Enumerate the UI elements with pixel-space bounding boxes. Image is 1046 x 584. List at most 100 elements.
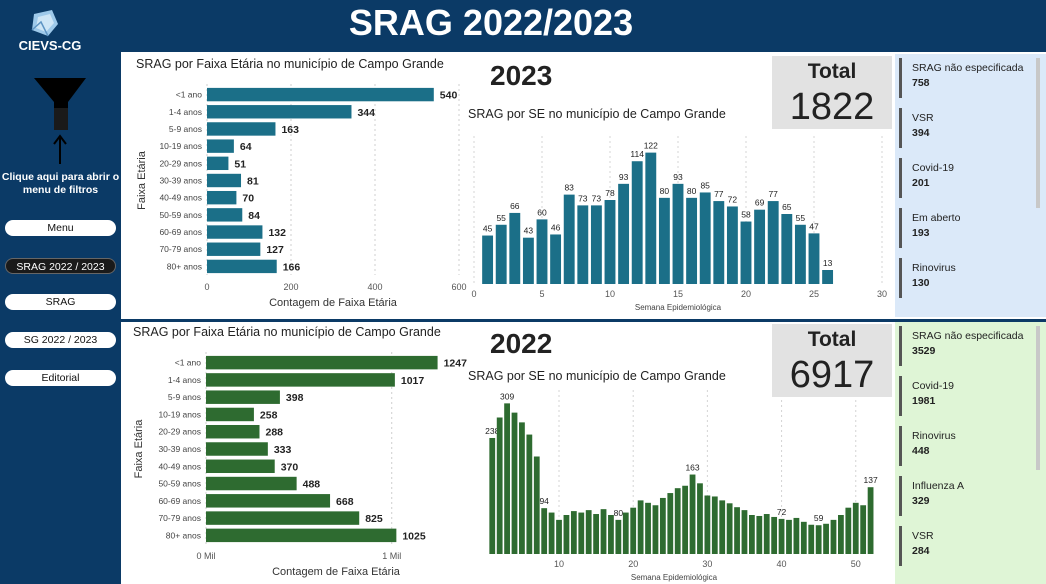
age-value-label: 163 <box>281 124 299 136</box>
se-value-label: 93 <box>673 172 683 182</box>
se-value-label: 72 <box>728 194 738 204</box>
x-axis-title: Semana Epidemiológica <box>635 303 722 312</box>
age-value-label: 84 <box>248 210 260 222</box>
age-category-label: 40-49 anos <box>158 461 201 471</box>
age-value-label: 166 <box>283 261 301 273</box>
se-bar <box>563 194 575 284</box>
se-bar <box>793 517 800 554</box>
x-tick-label: 15 <box>673 289 683 299</box>
x-tick-label: 10 <box>605 289 615 299</box>
age-chart-title-2022: SRAG por Faixa Etária no município de Ca… <box>133 325 441 339</box>
se-bar <box>830 519 837 554</box>
logo-text: CIEVS-CG <box>18 38 82 53</box>
age-category-label: 5-9 anos <box>169 124 202 134</box>
se-bar <box>658 197 670 284</box>
x-tick-label: 20 <box>628 559 638 569</box>
se-value-label: 93 <box>619 172 629 182</box>
se-bar <box>754 209 766 284</box>
type-name: Covid-19 <box>912 380 955 392</box>
se-bar <box>652 505 659 554</box>
year-label-2023: 2023 <box>490 60 553 91</box>
se-bar <box>533 456 540 554</box>
age-bar <box>207 259 277 274</box>
se-value-label: 85 <box>700 180 710 190</box>
se-bar <box>509 212 521 284</box>
age-bar <box>207 87 434 102</box>
type-value: 448 <box>912 445 930 457</box>
total-card-2023: Total 1822 <box>772 56 892 129</box>
age-bar <box>207 173 242 188</box>
se-bar <box>740 221 752 284</box>
type-item: VSR 284 <box>899 526 1035 566</box>
type-name: Em aberto <box>912 212 961 224</box>
se-bar <box>489 437 496 554</box>
se-bar <box>504 403 510 554</box>
nav-sg-2022-2023-button[interactable]: SG 2022 / 2023 <box>5 332 116 348</box>
type-value: 758 <box>912 77 930 89</box>
se-bar <box>767 201 779 284</box>
age-bar <box>206 373 395 387</box>
se-bar <box>522 237 534 284</box>
se-bar <box>800 521 807 554</box>
type-list-scrollbar[interactable] <box>1036 326 1040 470</box>
se-bar <box>526 434 533 554</box>
age-value-label: 70 <box>242 193 254 205</box>
se-value-label: 13 <box>823 258 833 268</box>
age-bar <box>207 225 263 239</box>
se-bar <box>622 512 629 554</box>
age-value-label: 132 <box>268 227 286 239</box>
se-bar <box>590 205 602 284</box>
se-bar <box>578 512 585 554</box>
nav-srag-button[interactable]: SRAG <box>5 294 116 310</box>
se-value-label: 46 <box>551 222 561 232</box>
se-value-label: 238 <box>485 426 499 436</box>
age-chart-2022: 0 Mil 1 Mil <1 ano 1247 1-4 anos 1017 5-9 anos… <box>133 352 468 578</box>
type-item: Covid-19 201 <box>899 158 1035 198</box>
se-bar <box>852 502 859 554</box>
se-value-label: 77 <box>768 189 778 199</box>
y-axis-title: Faixa Etária <box>136 150 148 210</box>
age-category-label: <1 ano <box>176 90 203 100</box>
filter-menu-hint[interactable]: Clique aqui para abrir o menu de filtros <box>1 171 120 196</box>
se-value-label: 55 <box>796 213 806 223</box>
age-value-label: 825 <box>365 513 383 525</box>
se-bar <box>822 270 834 284</box>
nav-srag-2022-2023-button[interactable]: SRAG 2022 / 2023 <box>5 258 116 274</box>
se-bar <box>577 205 589 284</box>
age-category-label: 30-39 anos <box>158 444 201 454</box>
se-bar <box>697 483 703 554</box>
se-bar <box>541 508 548 554</box>
se-bar <box>630 507 637 554</box>
filter-funnel-icon[interactable] <box>34 78 86 171</box>
total-value-2023: 1822 <box>789 86 875 128</box>
se-value-label: 80 <box>660 186 670 196</box>
age-value-label: 333 <box>274 444 292 456</box>
nav-editorial-button[interactable]: Editorial <box>5 370 116 386</box>
se-value-label: 55 <box>496 213 506 223</box>
nav-menu-button[interactable]: Menu <box>5 220 116 236</box>
se-bar <box>593 514 600 554</box>
se-bar <box>786 519 792 554</box>
se-value-label: 114 <box>630 149 644 159</box>
se-value-label: 72 <box>777 507 787 517</box>
type-name: SRAG não especificada <box>912 62 1024 74</box>
type-list-2022[interactable]: SRAG não especificada 3529 Covid-19 1981… <box>895 322 1046 584</box>
x-tick-label: 20 <box>741 289 751 299</box>
se-bar <box>719 500 726 554</box>
sidebar: CIEVS-CG Clique aqui para abrir o menu d… <box>0 0 121 584</box>
age-value-label: 51 <box>234 158 246 170</box>
age-category-label: 40-49 anos <box>159 193 202 203</box>
age-value-label: 64 <box>240 141 252 153</box>
se-value-label: 73 <box>592 193 602 203</box>
type-value: 3529 <box>912 345 936 357</box>
se-bar <box>808 524 815 554</box>
age-category-label: 70-79 anos <box>159 244 202 254</box>
type-list-2023[interactable]: SRAG não especificada 758 VSR 394 Covid-… <box>895 54 1046 317</box>
se-bar <box>637 500 644 554</box>
x-axis-title: Contagem de Faixa Etária <box>269 297 398 309</box>
type-list-scrollbar[interactable] <box>1036 58 1040 208</box>
se-value-label: 73 <box>578 193 588 203</box>
age-value-label: 1247 <box>444 358 468 370</box>
se-value-label: 45 <box>483 224 493 234</box>
